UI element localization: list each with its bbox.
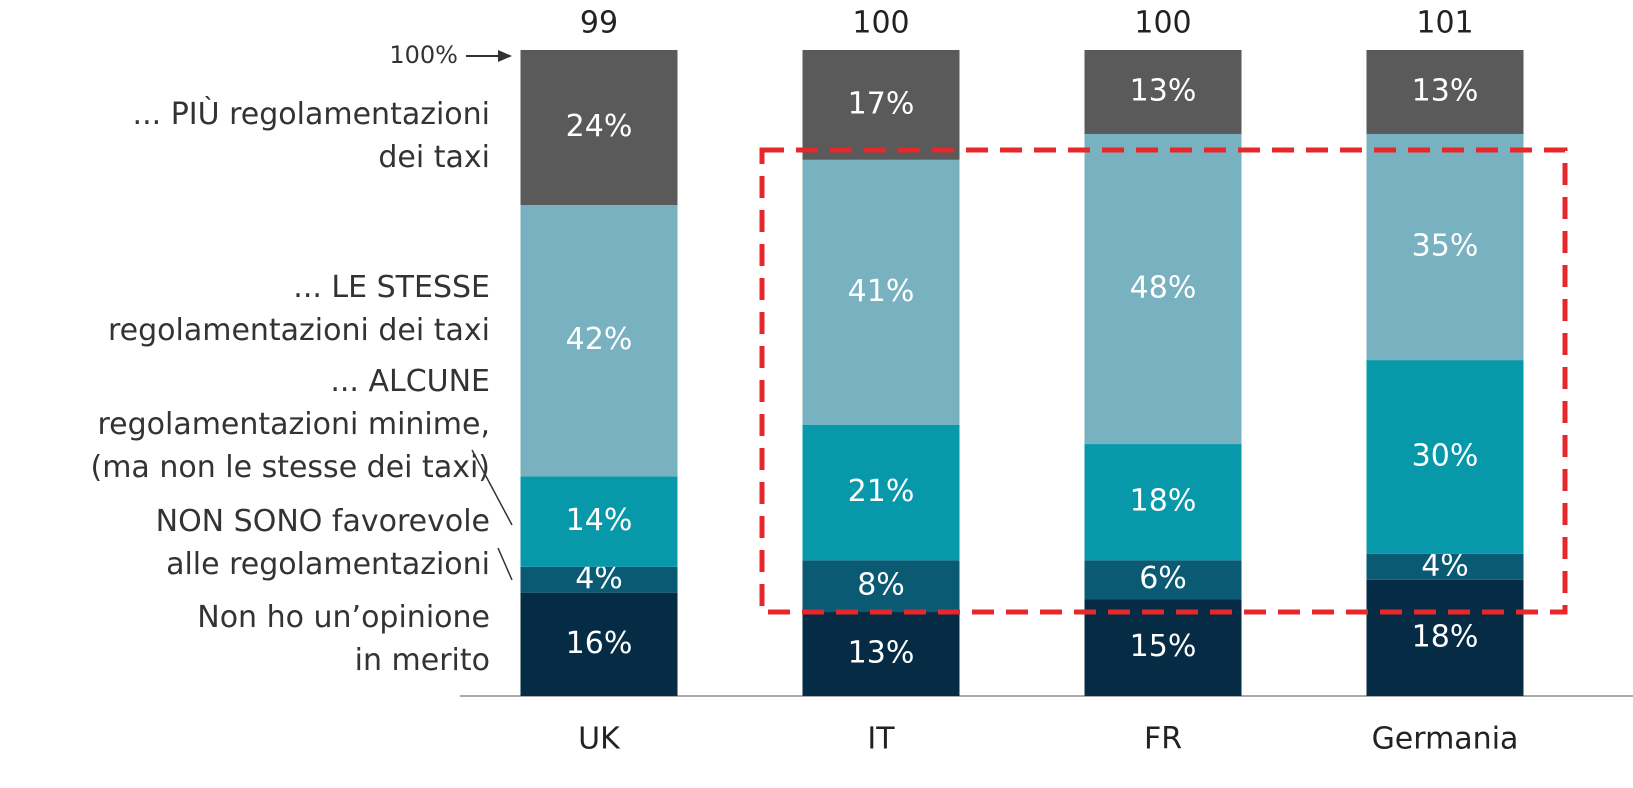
leader-line (471, 449, 513, 526)
bar-segment (802, 560, 960, 613)
value-label: 18% (1130, 484, 1197, 519)
value-label: 21% (848, 474, 915, 509)
bar-segment (520, 476, 678, 567)
annotation: 100% (389, 41, 458, 69)
legend-label: ... ALCUNE regolamentazioni minime, (ma … (90, 364, 490, 485)
arrow-head (498, 50, 512, 62)
bar-segment (520, 205, 678, 477)
bar-segment (802, 159, 960, 425)
value-label: 4% (1421, 548, 1469, 583)
value-label: 41% (848, 274, 915, 309)
highlight-box (759, 147, 1568, 615)
legend-label: Non ho un’opinione in merito (197, 600, 490, 678)
total-label: 100 (852, 6, 909, 41)
bar-segment (1366, 579, 1524, 696)
bar-segment (520, 50, 678, 206)
x-tick-label: IT (867, 722, 895, 757)
x-tick-label: UK (578, 722, 621, 757)
value-label: 35% (1412, 229, 1479, 264)
value-label: 17% (848, 86, 915, 121)
bar-segment (802, 612, 960, 696)
value-label: 16% (566, 626, 633, 661)
value-label: 14% (566, 503, 633, 538)
value-label: 18% (1412, 619, 1479, 654)
x-tick-label: Germania (1372, 722, 1519, 757)
legend-label: ... PIÙ regolamentazioni dei taxi (132, 97, 490, 175)
value-label: 24% (566, 109, 633, 144)
bar-segment (1366, 133, 1524, 361)
value-label: 8% (857, 568, 905, 603)
value-label: 13% (848, 636, 915, 671)
total-label: 101 (1416, 6, 1473, 41)
value-label: 42% (566, 322, 633, 357)
bar-segment (520, 566, 678, 593)
total-label: 99 (580, 6, 618, 41)
total-label: 100 (1134, 6, 1191, 41)
value-label: 15% (1130, 629, 1197, 664)
legend-label: NON SONO favorevole alle regolamentazion… (155, 504, 490, 582)
value-label: 48% (1130, 271, 1197, 306)
bar-segment (1084, 560, 1242, 600)
legend-label: ... LE STESSE regolamentazioni dei taxi (107, 270, 490, 348)
x-tick-label: FR (1144, 722, 1182, 757)
value-label: 13% (1412, 73, 1479, 108)
bar-segment (1084, 599, 1242, 696)
value-label: 4% (575, 561, 623, 596)
bar-segment (1084, 50, 1242, 134)
value-label: 30% (1412, 438, 1479, 473)
bar-segment (1084, 133, 1242, 445)
bar-segment (520, 592, 678, 696)
bar-segment (1084, 444, 1242, 561)
bar-segment (802, 50, 960, 160)
bar-segment (1366, 553, 1524, 580)
leader-line (497, 547, 513, 581)
value-label: 13% (1130, 73, 1197, 108)
bar-segment (1366, 50, 1524, 134)
value-label: 6% (1139, 561, 1187, 596)
bar-segment (802, 424, 960, 561)
bar-segment (1366, 360, 1524, 554)
